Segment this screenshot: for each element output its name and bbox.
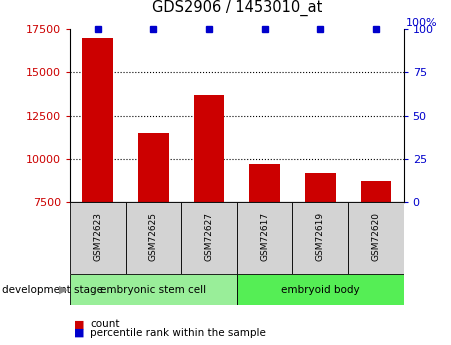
Text: GSM72619: GSM72619 <box>316 212 325 261</box>
Text: GDS2906 / 1453010_at: GDS2906 / 1453010_at <box>152 0 322 16</box>
Text: ▶: ▶ <box>59 285 67 295</box>
Bar <box>70 202 125 274</box>
Bar <box>237 202 292 274</box>
Text: GSM72617: GSM72617 <box>260 212 269 261</box>
Bar <box>125 202 181 274</box>
Text: embryoid body: embryoid body <box>281 285 359 295</box>
Text: GSM72627: GSM72627 <box>204 212 213 261</box>
Text: embryonic stem cell: embryonic stem cell <box>100 285 207 295</box>
Text: development stage: development stage <box>2 285 103 295</box>
Text: GSM72620: GSM72620 <box>371 212 380 261</box>
Bar <box>70 274 237 305</box>
Text: percentile rank within the sample: percentile rank within the sample <box>90 328 266 338</box>
Text: ■: ■ <box>74 328 85 338</box>
Text: 100%: 100% <box>406 18 437 28</box>
Bar <box>292 202 348 274</box>
Bar <box>193 95 224 202</box>
Bar <box>360 181 391 202</box>
Text: ■: ■ <box>74 319 85 329</box>
Bar <box>305 172 336 202</box>
Bar <box>348 202 404 274</box>
Bar <box>249 164 280 202</box>
Bar <box>181 202 237 274</box>
Text: count: count <box>90 319 120 329</box>
Bar <box>138 133 169 202</box>
Text: GSM72623: GSM72623 <box>93 212 102 261</box>
Bar <box>83 38 113 202</box>
Text: GSM72625: GSM72625 <box>149 212 158 261</box>
Bar <box>237 274 404 305</box>
